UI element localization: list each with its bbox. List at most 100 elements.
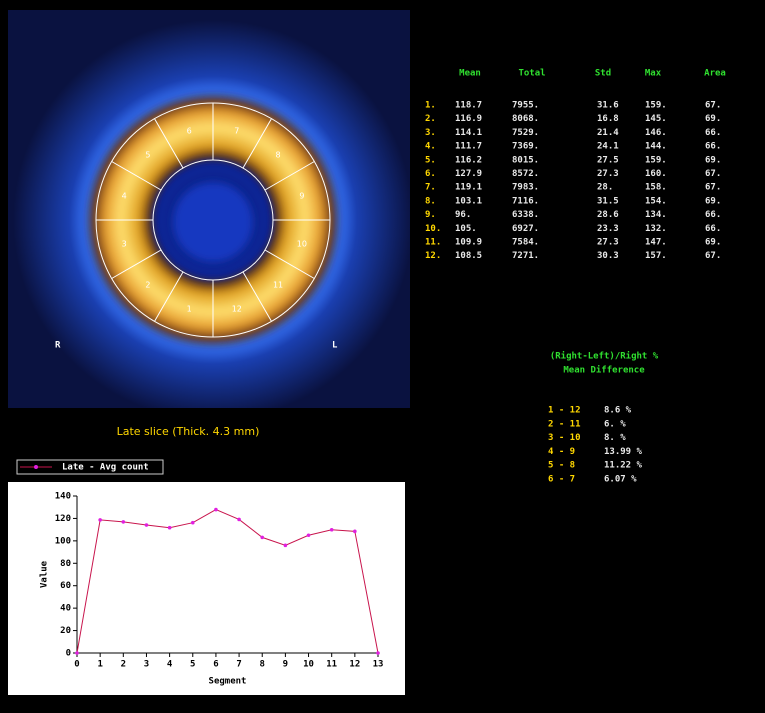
pair-label: 1 - 12 — [548, 406, 581, 416]
table-cell: 16.8 — [597, 114, 619, 124]
table-cell: 67. — [705, 251, 721, 261]
x-tick-label: 3 — [144, 660, 149, 670]
table-cell: 147. — [645, 238, 667, 248]
table-cell: 103.1 — [455, 196, 482, 206]
table-cell: 160. — [645, 169, 667, 179]
table-cell: 7369. — [512, 142, 539, 152]
column-header: Total — [518, 69, 545, 79]
table-cell: 28. — [597, 183, 613, 193]
table-cell: 66. — [705, 142, 721, 152]
segment-label: 7 — [234, 127, 239, 136]
data-point — [330, 528, 334, 532]
table-cell: 6927. — [512, 224, 539, 234]
row-label: 8. — [425, 196, 436, 206]
table-cell: 116.9 — [455, 114, 482, 124]
segment-label: 3 — [122, 239, 127, 248]
segment-label: 11 — [273, 281, 283, 290]
table-cell: 21.4 — [597, 128, 619, 138]
segment-label: 1 — [187, 304, 192, 313]
table-cell: 69. — [705, 114, 721, 124]
table-cell: 132. — [645, 224, 667, 234]
right-label: R — [55, 341, 61, 351]
table-cell: 111.7 — [455, 142, 482, 152]
y-tick-label: 120 — [55, 514, 71, 524]
row-label: 10. — [425, 224, 441, 234]
x-tick-label: 13 — [373, 660, 384, 670]
x-tick-label: 11 — [326, 660, 337, 670]
table-cell: 69. — [705, 155, 721, 165]
difference-value: 11.22 % — [604, 461, 643, 471]
table-cell: 8015. — [512, 155, 539, 165]
difference-value: 8.6 % — [604, 406, 632, 416]
table-cell: 154. — [645, 196, 667, 206]
x-tick-label: 7 — [236, 660, 241, 670]
data-point — [191, 521, 195, 525]
segment-label: 10 — [297, 239, 307, 248]
table-cell: 8572. — [512, 169, 539, 179]
data-point — [168, 526, 172, 530]
table-cell: 159. — [645, 155, 667, 165]
difference-value: 8. % — [604, 433, 626, 443]
left-label: L — [332, 341, 338, 351]
data-point — [145, 523, 149, 527]
table-cell: 144. — [645, 142, 667, 152]
table-cell: 69. — [705, 196, 721, 206]
table-cell: 157. — [645, 251, 667, 261]
table-cell: 7584. — [512, 238, 539, 248]
table-cell: 27.3 — [597, 169, 619, 179]
difference-title: (Right-Left)/Right % — [550, 351, 659, 362]
table-cell: 116.2 — [455, 155, 482, 165]
table-cell: 159. — [645, 101, 667, 111]
table-cell: 7116. — [512, 196, 539, 206]
table-cell: 8068. — [512, 114, 539, 124]
table-cell: 66. — [705, 224, 721, 234]
x-tick-label: 8 — [260, 660, 265, 670]
table-cell: 67. — [705, 169, 721, 179]
table-cell: 118.7 — [455, 101, 482, 111]
row-label: 12. — [425, 251, 441, 261]
segment-label: 12 — [232, 304, 242, 313]
table-cell: 96. — [455, 210, 471, 220]
segment-label: 4 — [122, 192, 127, 201]
table-cell: 66. — [705, 210, 721, 220]
page: R L Late slice (Thick. 4.3 mm) (Right-Le… — [0, 0, 765, 713]
row-label: 3. — [425, 128, 436, 138]
y-tick-label: 80 — [60, 559, 71, 569]
data-point — [260, 536, 264, 540]
table-cell: 67. — [705, 183, 721, 193]
x-tick-label: 12 — [349, 660, 360, 670]
table-cell: 30.3 — [597, 251, 619, 261]
table-cell: 145. — [645, 114, 667, 124]
table-cell: 127.9 — [455, 169, 482, 179]
image-caption: Late slice (Thick. 4.3 mm) — [117, 425, 260, 438]
column-header: Area — [704, 69, 726, 79]
x-tick-label: 0 — [74, 660, 79, 670]
table-cell: 108.5 — [455, 251, 482, 261]
pair-label: 2 - 11 — [548, 419, 581, 429]
pair-label: 6 - 7 — [548, 475, 575, 485]
y-tick-label: 20 — [60, 626, 71, 636]
segment-label: 5 — [145, 150, 150, 159]
y-tick-label: 140 — [55, 492, 71, 502]
table-cell: 23.3 — [597, 224, 619, 234]
y-axis-title: Value — [40, 560, 50, 588]
table-cell: 105. — [455, 224, 477, 234]
pair-label: 3 - 10 — [548, 433, 581, 443]
difference-value: 6. % — [604, 419, 626, 429]
segment-label: 9 — [299, 192, 304, 201]
difference-subtitle: Mean Difference — [563, 365, 645, 376]
column-header: Mean — [459, 69, 481, 79]
x-tick-label: 9 — [283, 660, 288, 670]
screen: R L Late slice (Thick. 4.3 mm) (Right-Le… — [0, 0, 765, 713]
table-cell: 119.1 — [455, 183, 482, 193]
y-tick-label: 0 — [66, 649, 71, 659]
data-point — [214, 508, 218, 512]
table-cell: 28.6 — [597, 210, 619, 220]
table-cell: 158. — [645, 183, 667, 193]
data-point — [122, 520, 126, 524]
x-tick-label: 1 — [97, 660, 102, 670]
data-point — [284, 544, 288, 548]
y-tick-label: 100 — [55, 536, 71, 546]
row-label: 1. — [425, 101, 436, 111]
table-cell: 6338. — [512, 210, 539, 220]
